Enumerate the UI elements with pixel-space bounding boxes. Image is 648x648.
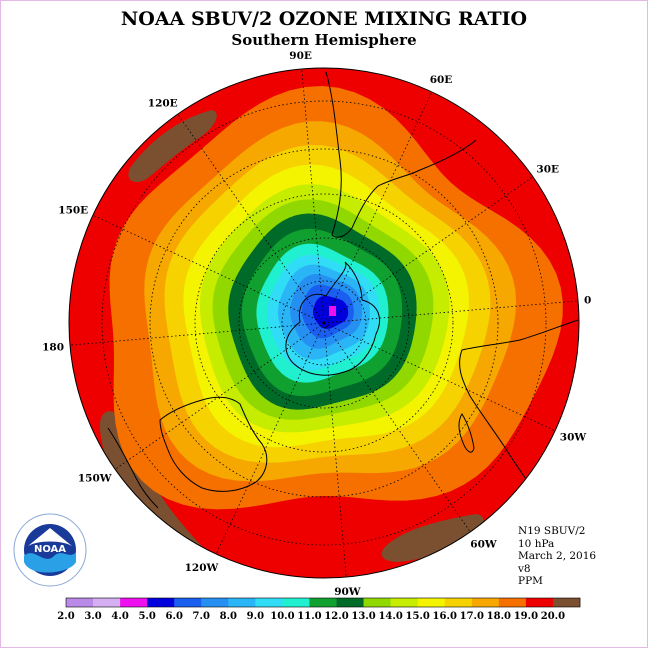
high-ozone-patch-s [381, 514, 484, 562]
ozone-map [69, 68, 579, 578]
colorbar-swatch [201, 598, 229, 607]
colorbar-swatch [525, 598, 554, 607]
colorbar-swatch [255, 598, 283, 607]
colorbar-swatch [309, 598, 337, 607]
colorbar-swatch [417, 598, 446, 607]
meridian-line [215, 322, 325, 555]
colorbar-tick-label: 18.0 [487, 611, 511, 622]
colorbar-tick-label: 11.0 [297, 611, 321, 622]
colorbar-swatch [93, 598, 121, 607]
colorbar-swatch [363, 598, 391, 607]
longitude-label: 60W [470, 538, 497, 550]
longitude-label: 90W [334, 586, 361, 598]
meridian-line [323, 322, 471, 533]
colorbar-swatch [444, 598, 473, 607]
colorbar-border [65, 597, 581, 608]
colorbar-swatch [147, 598, 175, 607]
meridian-line [69, 322, 325, 346]
colorbar-tick-label: 15.0 [406, 611, 430, 622]
colorbar-swatch [120, 598, 148, 607]
longitude-label: 30W [560, 432, 587, 444]
coastlines [107, 71, 579, 509]
longitude-label: 120E [148, 98, 178, 110]
colorbar-tick-label: 3.0 [84, 611, 101, 622]
longitude-label: 90E [289, 50, 312, 62]
colorbar-swatch [336, 598, 364, 607]
colorbar-tick-label: 17.0 [460, 611, 484, 622]
colorbar-tick-label: 13.0 [351, 611, 375, 622]
madagascar-coast [458, 413, 475, 453]
longitude-label: 150E [58, 204, 88, 216]
logo-wave [24, 552, 76, 573]
antarctica-coast [285, 261, 380, 376]
noaa-logo: NOAA [13, 513, 87, 587]
longitude-label: 60E [430, 74, 453, 86]
logo-bird [28, 528, 72, 546]
colorbar-tick-label: 12.0 [324, 611, 348, 622]
australia-coast [159, 396, 268, 492]
colorbar-swatch [174, 598, 202, 607]
high-ozone-patch-nw [128, 110, 217, 183]
colorbar-tick-label: 8.0 [220, 611, 237, 622]
colorbar-tick-label: 4.0 [111, 611, 128, 622]
colorbar-tick-label: 5.0 [138, 611, 155, 622]
colorbar-tick-label: 7.0 [193, 611, 210, 622]
contour-bands [109, 86, 563, 510]
longitude-label: 180 [42, 341, 64, 353]
colorbar: 2.0 3.0 4.0 5.0 6.0 7.0 8.0 9.0 10.0 11.0 12.0 13.0… [57, 597, 581, 622]
meridian-lines [69, 68, 579, 578]
meridian-line [323, 91, 433, 324]
meridian-line [323, 300, 579, 324]
meridian-line [323, 322, 347, 578]
page-title: NOAA SBUV/2 OZONE MIXING RATIO [120, 8, 528, 30]
colorbar-swatch [228, 598, 256, 607]
info-level: 10 hPa [518, 537, 555, 550]
colorbar-tick-label: 14.0 [378, 611, 402, 622]
new-zealand-coast [107, 427, 159, 509]
colorbar-tick-label: 6.0 [166, 611, 183, 622]
africa-coast [459, 319, 579, 489]
colorbar-swatch [498, 598, 527, 607]
meridian-line [323, 322, 556, 432]
colorbar-swatch [471, 598, 500, 607]
pole-minimum-cell [329, 306, 336, 316]
info-satellite: N19 SBUV/2 [518, 525, 586, 537]
globe-border [68, 67, 580, 579]
info-units: PPM [518, 575, 543, 588]
meridian-line [301, 68, 325, 324]
meridian-line [92, 214, 325, 324]
colorbar-tick-label: 19.0 [514, 611, 538, 622]
colorbar-swatch [552, 598, 581, 607]
colorbar-tick-label: 20.0 [541, 611, 565, 622]
info-date: March 2, 2016 [518, 550, 597, 563]
longitude-labels: 0 30E 60E 90E 120E 150E 180 150W 120W 90W 60W 30W [42, 50, 591, 598]
meridian-line [323, 176, 534, 324]
logo-text: NOAA [34, 544, 66, 555]
colorbar-tick-label: 16.0 [433, 611, 457, 622]
meridian-line [114, 322, 325, 470]
longitude-label: 30E [536, 164, 559, 176]
colorbar-tick-label: 9.0 [247, 611, 264, 622]
meridian-line [177, 113, 325, 324]
info-panel: N19 SBUV/2 10 hPa March 2, 2016 v8 PPM [518, 525, 596, 588]
colorbar-swatch [390, 598, 418, 607]
colorbar-swatch [66, 598, 94, 607]
south-america-coast [325, 71, 477, 238]
longitude-label: 120W [185, 562, 219, 574]
colorbar-tick-label: 10.0 [270, 611, 294, 622]
colorbar-tick-label: 2.0 [57, 611, 74, 622]
latitude-lines [101, 100, 547, 546]
info-version: v8 [518, 562, 531, 575]
page-subtitle: Southern Hemisphere [231, 31, 417, 49]
colorbar-swatch [282, 598, 310, 607]
longitude-label: 0 [584, 295, 591, 307]
longitude-label: 150W [78, 472, 112, 484]
